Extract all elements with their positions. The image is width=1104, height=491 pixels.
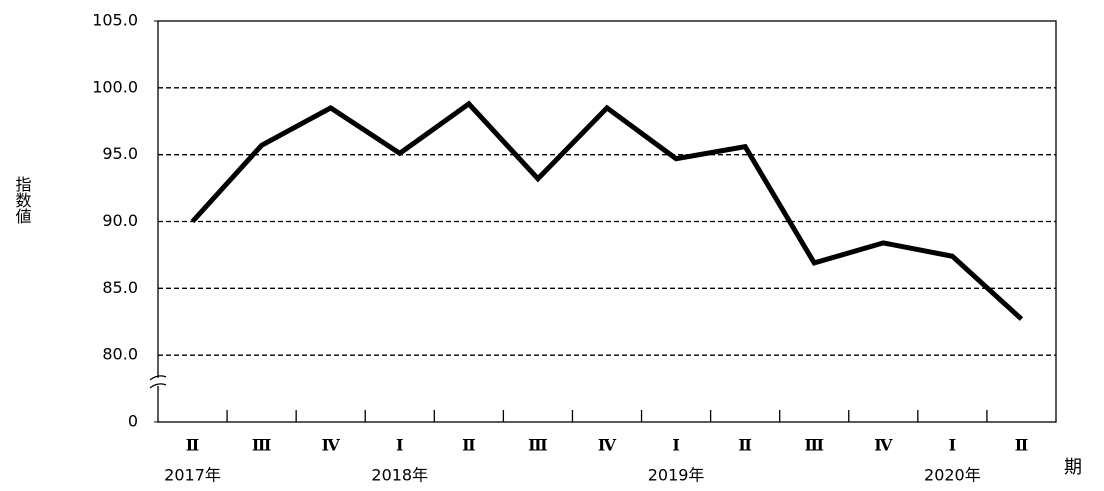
x-tick-label: Ⅱ — [738, 436, 751, 455]
x-tick-label: Ⅱ — [1015, 436, 1028, 455]
y-axis-label: 指数値 — [13, 176, 32, 224]
y-tick-label: 90.0 — [102, 211, 138, 230]
x-tick-label: Ⅲ — [252, 436, 271, 455]
y-tick-label: 80.0 — [102, 345, 138, 364]
y-tick-label: 85.0 — [102, 278, 138, 297]
axis-break-gap — [152, 377, 164, 386]
x-axis-label: 期 — [1064, 457, 1082, 478]
x-tick-label: Ⅱ — [186, 436, 199, 455]
year-label: 2017年 — [164, 466, 221, 485]
x-tick-label: Ⅳ — [874, 436, 893, 455]
x-tick-label: Ⅰ — [396, 436, 403, 455]
year-label: 2020年 — [924, 466, 981, 485]
y-tick-label: 95.0 — [102, 144, 138, 163]
y-tick-label: 105.0 — [92, 11, 138, 30]
x-tick-label: Ⅱ — [462, 436, 475, 455]
year-label: 2019年 — [648, 466, 705, 485]
x-tick-label: Ⅲ — [528, 436, 547, 455]
year-label: 2018年 — [371, 466, 428, 485]
y-tick-label: 100.0 — [92, 77, 138, 96]
x-tick-label: Ⅳ — [322, 436, 341, 455]
x-tick-label: Ⅰ — [949, 436, 956, 455]
y-axis-title: 指数値 — [13, 176, 32, 224]
y-tick-label: 0 — [128, 412, 138, 431]
data-line — [190, 100, 1024, 321]
plot-frame — [157, 20, 1057, 423]
x-tick-label: Ⅲ — [804, 436, 823, 455]
axis-break — [149, 375, 167, 389]
x-tick-label: Ⅳ — [598, 436, 617, 455]
x-tick-label: Ⅰ — [672, 436, 679, 455]
